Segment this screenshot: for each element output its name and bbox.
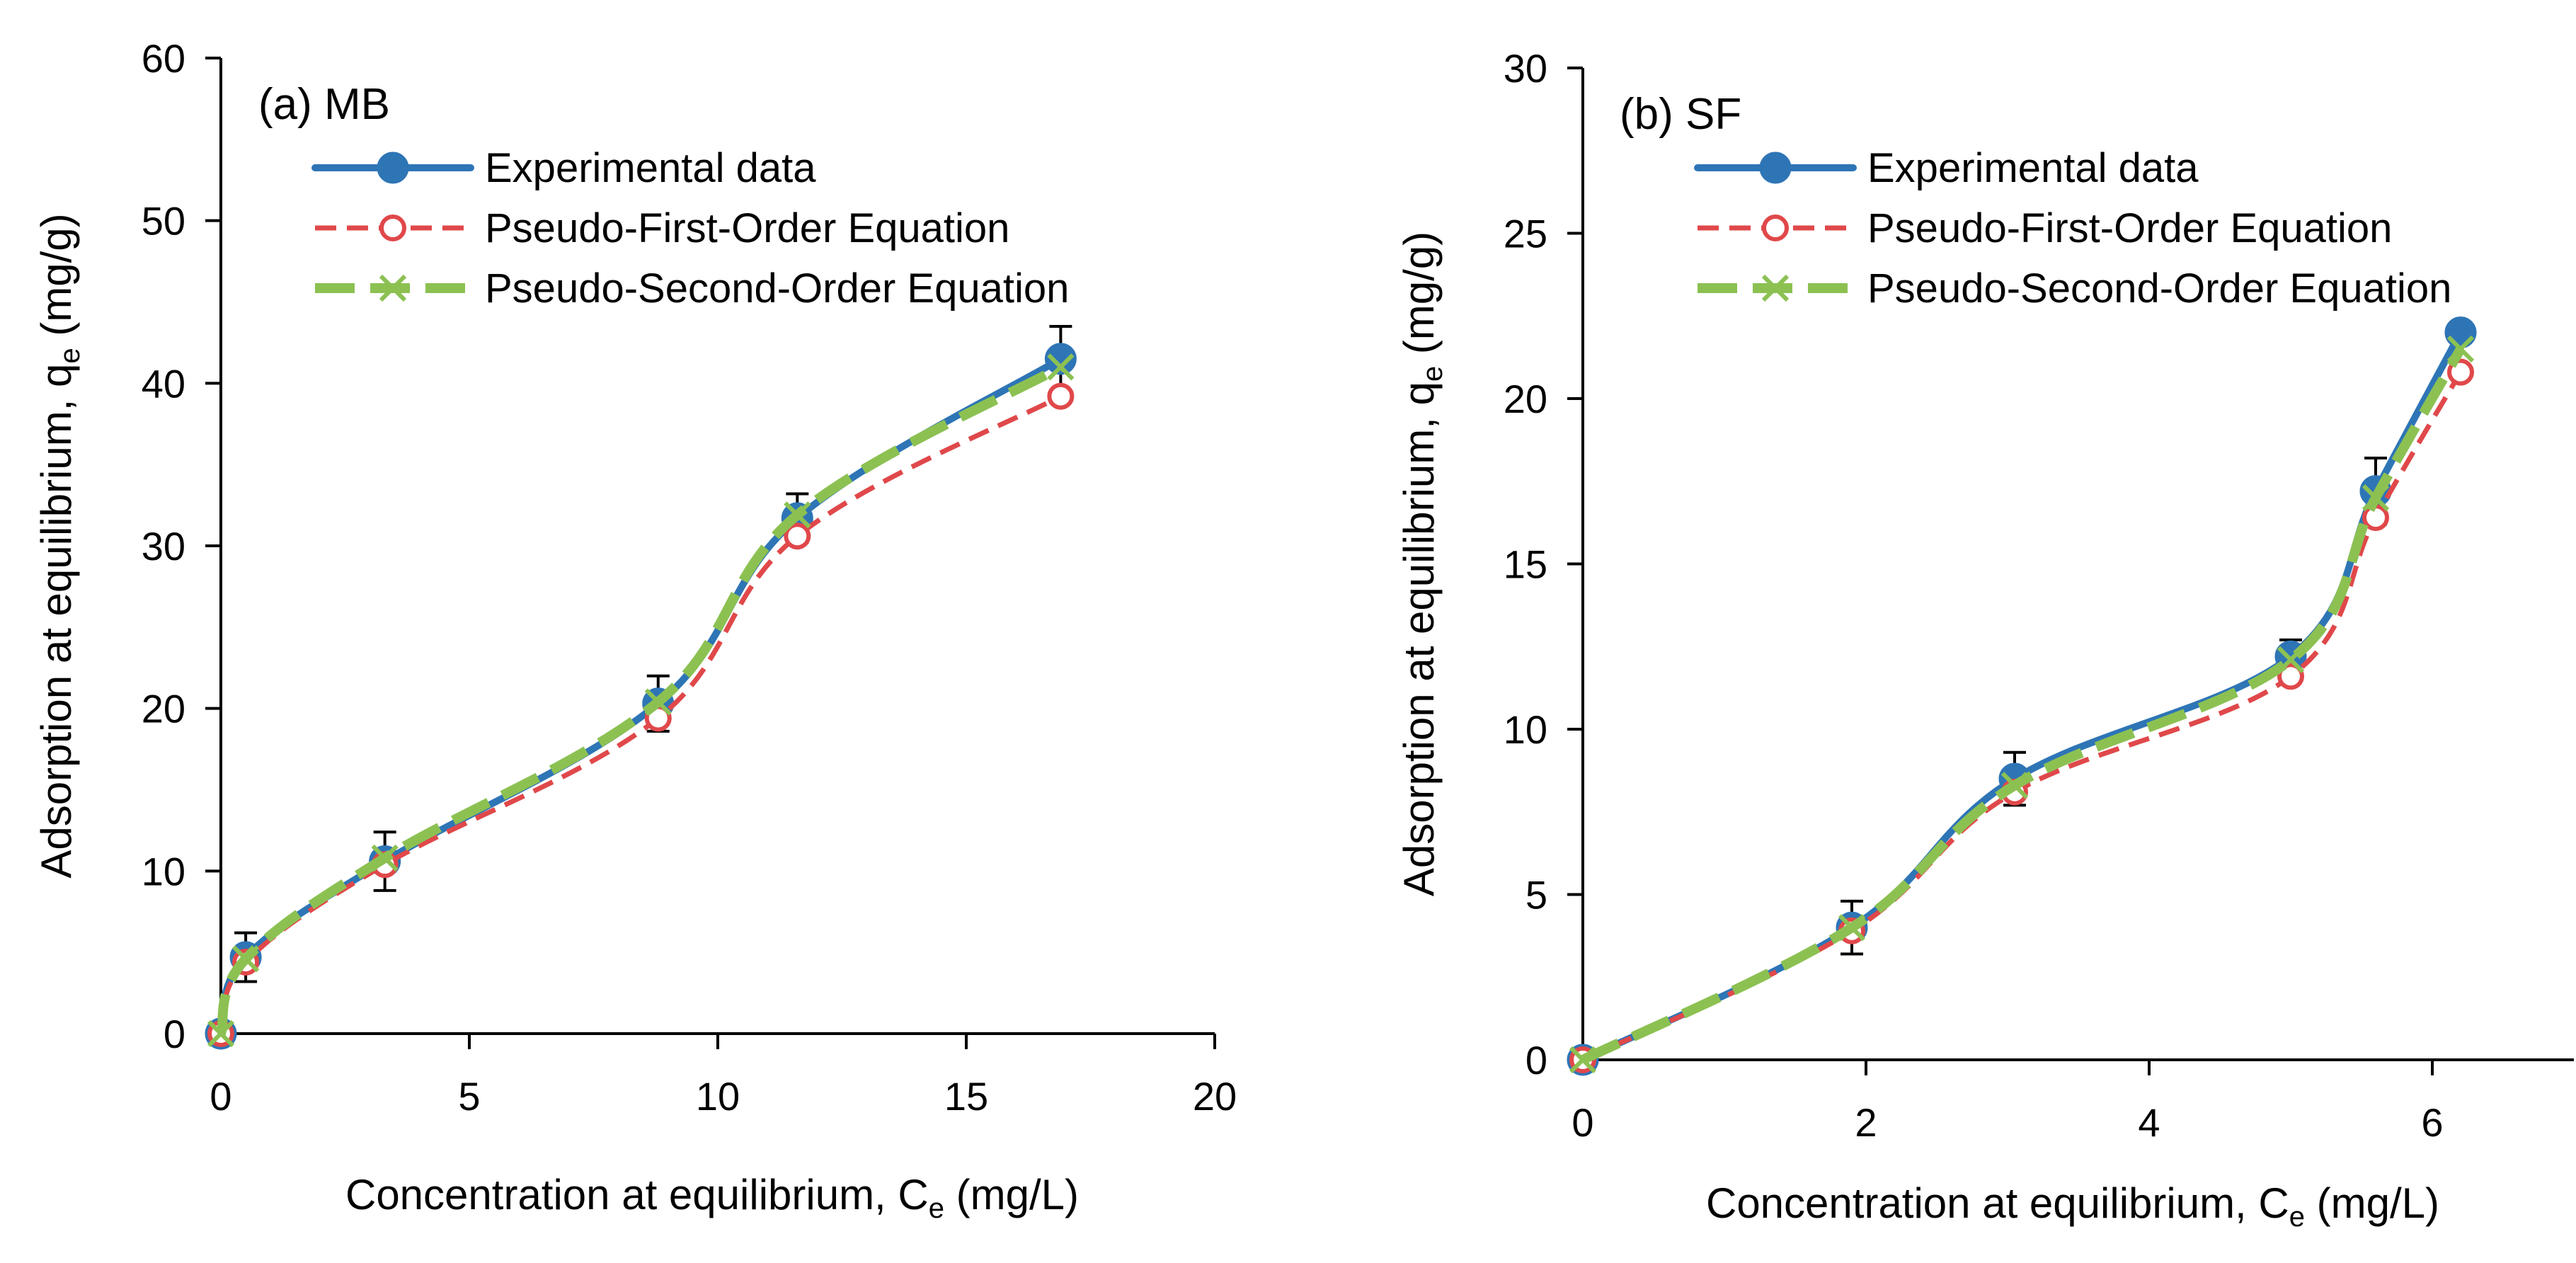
data-point <box>2277 646 2305 674</box>
y-tick-label: 0 <box>164 1012 185 1056</box>
x-marker-stroke <box>371 844 399 872</box>
data-point <box>231 945 260 973</box>
x-tick-label: 4 <box>2138 1100 2160 1145</box>
data-point <box>1044 343 1077 375</box>
x-tick-label: 5 <box>458 1074 480 1119</box>
y-axis-title: Adsorption at equilibrium, qe (mg/g) <box>1395 232 1448 896</box>
series-pfo <box>1569 358 2474 1073</box>
x-tick-label: 0 <box>1572 1100 1593 1145</box>
data-point <box>2277 663 2304 690</box>
x-marker-stroke <box>2277 646 2305 674</box>
data-point <box>2362 504 2389 532</box>
legend-item: Experimental data <box>1694 145 2199 191</box>
y-tick-label: 60 <box>142 36 185 81</box>
x-marker-stroke <box>379 274 407 302</box>
y-tick-label: 50 <box>142 199 185 244</box>
y-tick-label: 0 <box>1525 1038 1547 1082</box>
series-line <box>1579 328 2464 1063</box>
x-marker-stroke <box>784 501 811 529</box>
legend-item: Experimental data <box>311 145 816 191</box>
y-axis-title: Adsorption at equilibrium, qe (mg/g) <box>33 213 86 878</box>
x-marker-stroke <box>2446 335 2475 363</box>
y-tick-label: 25 <box>1504 212 1547 256</box>
x-marker-stroke <box>644 688 672 716</box>
series-line <box>216 362 1063 1036</box>
x-marker-stroke <box>1838 914 1866 942</box>
panel-label: (b) SF <box>1620 90 1741 139</box>
data-point <box>2446 335 2475 363</box>
x-tick-label: 6 <box>2421 1100 2443 1145</box>
x-marker-stroke <box>2362 484 2390 512</box>
data-point <box>644 688 672 716</box>
data-point <box>2362 484 2390 512</box>
x-marker-stroke <box>1047 353 1075 381</box>
data-point <box>377 152 409 184</box>
legend-item: Pseudo-Second-Order Equation <box>315 265 1069 312</box>
legend-label: Experimental data <box>485 145 816 191</box>
data-point <box>379 215 406 241</box>
x-axis-title: Concentration at equilibrium, Ce (mg/L) <box>1706 1179 2439 1233</box>
chart-panel-a: 0 10 20 30 40 50 60 0 5 10 15 20 Concentration at eq… <box>33 36 1237 1224</box>
data-point <box>371 844 399 872</box>
legend-label: Pseudo-First-Order Equation <box>1867 205 2392 251</box>
x-tick-label: 0 <box>210 1074 231 1119</box>
data-point <box>1761 274 1790 302</box>
chart-panel-b: 0 5 10 15 20 25 30 0 2 4 6 Concentration at equilib… <box>1395 46 2574 1233</box>
x-marker-stroke <box>1761 274 1790 302</box>
series-line <box>218 394 1063 1035</box>
legend-item: Pseudo-First-Order Equation <box>1698 205 2392 251</box>
legend-label: Pseudo-First-Order Equation <box>485 205 1009 251</box>
y-tick-label: 5 <box>1525 873 1547 918</box>
x-marker-stroke <box>2000 772 2029 799</box>
x-marker-stroke <box>231 945 260 973</box>
x-axis-title: Concentration at equilibrium, Ce (mg/L) <box>345 1171 1079 1224</box>
data-point <box>1047 382 1075 410</box>
series-line <box>1581 370 2463 1063</box>
x-tick-label: 20 <box>1193 1074 1237 1119</box>
data-point <box>784 501 811 529</box>
legend-item: Pseudo-Second-Order Equation <box>1698 265 2451 312</box>
y-tick-label: 10 <box>142 849 185 893</box>
x-tick-label: 2 <box>1855 1100 1877 1145</box>
legend-label: Pseudo-Second-Order Equation <box>1867 265 2451 312</box>
series-experimental <box>205 324 1077 1050</box>
y-tick-label: 15 <box>1504 542 1547 587</box>
y-tick-label: 20 <box>142 687 185 731</box>
x-tick-label: 10 <box>696 1074 740 1119</box>
y-tick-label: 30 <box>1504 46 1547 91</box>
legend-label: Experimental data <box>1867 145 2199 191</box>
y-tick-label: 20 <box>1504 377 1547 421</box>
series-pso <box>207 353 1075 1048</box>
legend-item: Pseudo-First-Order Equation <box>315 205 1009 251</box>
x-marker-stroke <box>1569 1046 1597 1074</box>
series-line <box>217 355 1065 1037</box>
data-point <box>1759 152 1792 184</box>
series-line <box>1580 346 2466 1065</box>
data-point <box>379 274 407 302</box>
x-tick-label: 15 <box>944 1074 988 1119</box>
y-tick-label: 30 <box>142 524 185 568</box>
panel-label: (a) MB <box>258 80 390 129</box>
data-point <box>1047 353 1075 381</box>
y-tick-label: 40 <box>142 361 185 406</box>
data-point <box>2000 772 2029 799</box>
series-experimental <box>1567 316 2477 1076</box>
data-point <box>207 1019 235 1048</box>
data-point <box>1569 1046 1597 1074</box>
x-marker-stroke <box>207 1019 235 1048</box>
data-point <box>1838 914 1866 942</box>
data-point <box>784 522 811 550</box>
legend-label: Pseudo-Second-Order Equation <box>485 265 1069 312</box>
y-tick-label: 10 <box>1504 707 1547 752</box>
data-point <box>2444 316 2477 349</box>
series-pso <box>1569 335 2475 1074</box>
data-point <box>1762 215 1789 241</box>
